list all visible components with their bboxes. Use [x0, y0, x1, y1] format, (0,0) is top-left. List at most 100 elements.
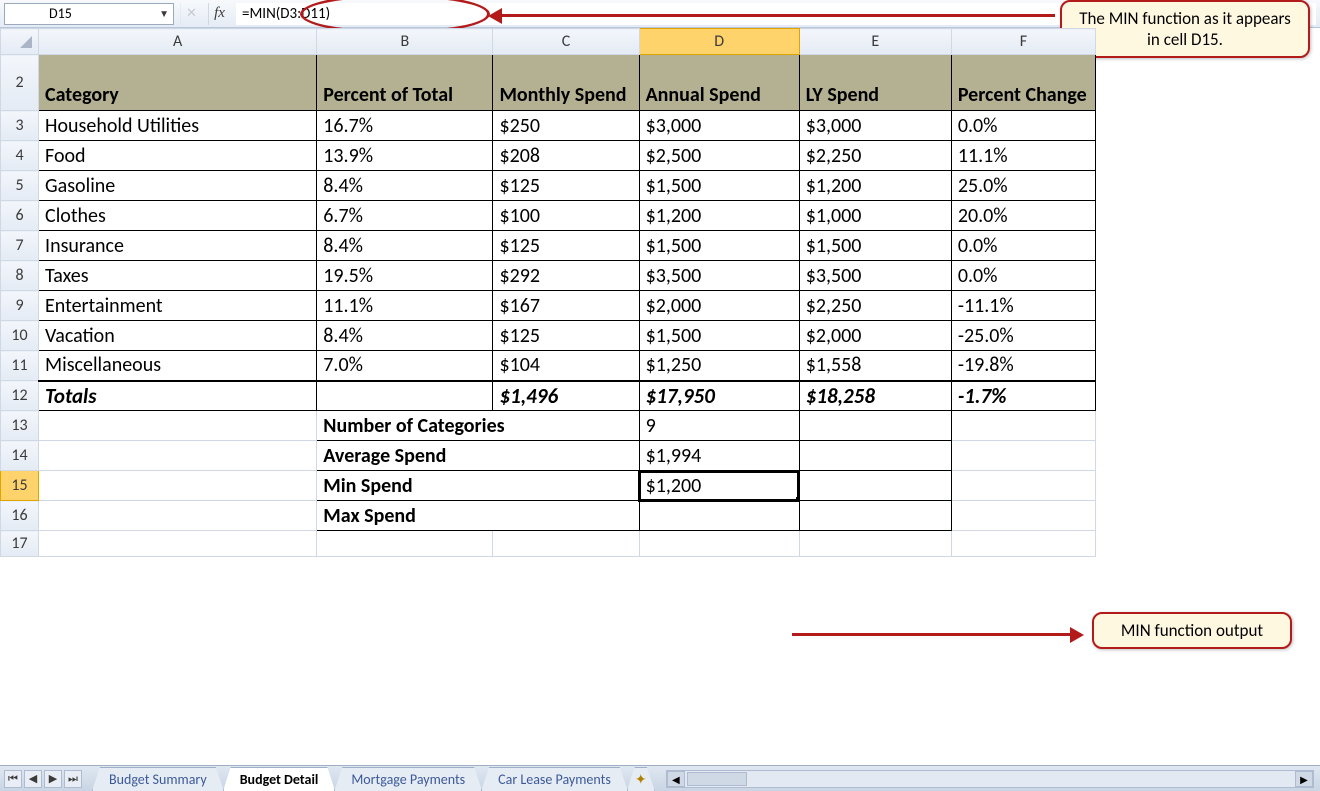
cell-chg[interactable]: 0.0%	[951, 111, 1095, 141]
cell-ly[interactable]: $2,000	[799, 321, 951, 351]
col-header-E[interactable]: E	[799, 29, 951, 55]
cell-A17[interactable]	[39, 531, 317, 557]
hscroll-right-icon[interactable]: ▶	[1295, 771, 1313, 787]
cell-annual[interactable]: $1,500	[639, 171, 799, 201]
cell-pct[interactable]: 16.7%	[317, 111, 493, 141]
tab-nav-last-icon[interactable]: ⏭	[64, 770, 82, 788]
cell-annual[interactable]: $1,500	[639, 231, 799, 261]
cell-A15[interactable]	[39, 471, 317, 501]
name-box[interactable]: D15 ▼	[4, 3, 174, 25]
cell-D17[interactable]	[639, 531, 799, 557]
tab-nav-first-icon[interactable]: ⏮	[4, 770, 22, 788]
cell-F16[interactable]	[951, 501, 1095, 531]
row-header-9[interactable]: 9	[1, 291, 39, 321]
cell-E16[interactable]	[799, 501, 951, 531]
cell-annual[interactable]: $2,500	[639, 141, 799, 171]
cell-monthly[interactable]: $104	[493, 351, 639, 381]
col-header-D[interactable]: D	[639, 29, 799, 55]
col-header-C[interactable]: C	[493, 29, 639, 55]
cell-category[interactable]: Vacation	[39, 321, 317, 351]
row-header-10[interactable]: 10	[1, 321, 39, 351]
cell-chg[interactable]: 11.1%	[951, 141, 1095, 171]
sheet-tab[interactable]: Car Lease Payments	[481, 767, 628, 791]
cell-pct[interactable]: 7.0%	[317, 351, 493, 381]
cell-A14[interactable]	[39, 441, 317, 471]
fx-button[interactable]: fx	[208, 3, 230, 25]
cell-E17[interactable]	[799, 531, 951, 557]
cell-monthly[interactable]: $292	[493, 261, 639, 291]
sheet-tab[interactable]: Mortgage Payments	[334, 767, 482, 791]
cell-pct[interactable]: 11.1%	[317, 291, 493, 321]
cell-annual[interactable]: $1,250	[639, 351, 799, 381]
name-box-dropdown-icon[interactable]: ▼	[159, 7, 169, 20]
cell-chg[interactable]: 0.0%	[951, 261, 1095, 291]
cell-ly[interactable]: $2,250	[799, 291, 951, 321]
cell-monthly[interactable]: $125	[493, 171, 639, 201]
hdr-ly[interactable]: LY Spend	[799, 55, 951, 111]
totals-pct[interactable]	[317, 381, 493, 411]
cell-monthly[interactable]: $100	[493, 201, 639, 231]
cancel-formula-icon[interactable]: ✕	[180, 3, 202, 25]
cell-monthly[interactable]: $167	[493, 291, 639, 321]
cell-ly[interactable]: $3,000	[799, 111, 951, 141]
cell-category[interactable]: Food	[39, 141, 317, 171]
cell-F13[interactable]	[951, 411, 1095, 441]
totals-ly[interactable]: $18,258	[799, 381, 951, 411]
col-header-F[interactable]: F	[951, 29, 1095, 55]
summary-label[interactable]: Max Spend	[317, 501, 639, 531]
totals-monthly[interactable]: $1,496	[493, 381, 639, 411]
cell-E13[interactable]	[799, 411, 951, 441]
row-header-11[interactable]: 11	[1, 351, 39, 381]
cell-category[interactable]: Miscellaneous	[39, 351, 317, 381]
cell-annual[interactable]: $3,000	[639, 111, 799, 141]
cell-B17[interactable]	[317, 531, 493, 557]
sheet-tab[interactable]: Budget Detail	[223, 767, 336, 791]
row-header-3[interactable]: 3	[1, 111, 39, 141]
cell-ly[interactable]: $1,500	[799, 231, 951, 261]
insert-sheet-icon[interactable]: ✦	[627, 767, 655, 791]
row-header-17[interactable]: 17	[1, 531, 39, 557]
cell-ly[interactable]: $1,200	[799, 171, 951, 201]
cell-pct[interactable]: 19.5%	[317, 261, 493, 291]
cell-chg[interactable]: -25.0%	[951, 321, 1095, 351]
hscroll-left-icon[interactable]: ◀	[667, 771, 685, 787]
cell-annual[interactable]: $3,500	[639, 261, 799, 291]
summary-value[interactable]: $1,994	[639, 441, 799, 471]
totals-annual[interactable]: $17,950	[639, 381, 799, 411]
totals-label[interactable]: Totals	[39, 381, 317, 411]
row-header-14[interactable]: 14	[1, 441, 39, 471]
hscroll-thumb[interactable]	[687, 772, 747, 786]
cell-monthly[interactable]: $208	[493, 141, 639, 171]
hdr-chg[interactable]: Percent Change	[951, 55, 1095, 111]
cell-ly[interactable]: $1,000	[799, 201, 951, 231]
row-header-16[interactable]: 16	[1, 501, 39, 531]
cell-E14[interactable]	[799, 441, 951, 471]
cell-category[interactable]: Entertainment	[39, 291, 317, 321]
cell-A13[interactable]	[39, 411, 317, 441]
row-header-6[interactable]: 6	[1, 201, 39, 231]
cell-ly[interactable]: $3,500	[799, 261, 951, 291]
cell-chg[interactable]: -11.1%	[951, 291, 1095, 321]
summary-value[interactable]: 9	[639, 411, 799, 441]
cell-category[interactable]: Taxes	[39, 261, 317, 291]
cell-monthly[interactable]: $250	[493, 111, 639, 141]
cell-F14[interactable]	[951, 441, 1095, 471]
totals-chg[interactable]: -1.7%	[951, 381, 1095, 411]
summary-label[interactable]: Average Spend	[317, 441, 639, 471]
row-header-7[interactable]: 7	[1, 231, 39, 261]
cell-chg[interactable]: 20.0%	[951, 201, 1095, 231]
cell-category[interactable]: Clothes	[39, 201, 317, 231]
row-header-4[interactable]: 4	[1, 141, 39, 171]
cell-ly[interactable]: $2,250	[799, 141, 951, 171]
worksheet[interactable]: A B C D E F 2 Category Percent of Total …	[0, 28, 1096, 557]
tab-nav-prev-icon[interactable]: ◀	[24, 770, 42, 788]
cell-annual[interactable]: $1,200	[639, 201, 799, 231]
row-header-2[interactable]: 2	[1, 55, 39, 111]
cell-category[interactable]: Insurance	[39, 231, 317, 261]
summary-label[interactable]: Min Spend	[317, 471, 639, 501]
cell-annual[interactable]: $1,500	[639, 321, 799, 351]
cell-pct[interactable]: 8.4%	[317, 171, 493, 201]
col-header-B[interactable]: B	[317, 29, 493, 55]
row-header-12[interactable]: 12	[1, 381, 39, 411]
cell-category[interactable]: Gasoline	[39, 171, 317, 201]
